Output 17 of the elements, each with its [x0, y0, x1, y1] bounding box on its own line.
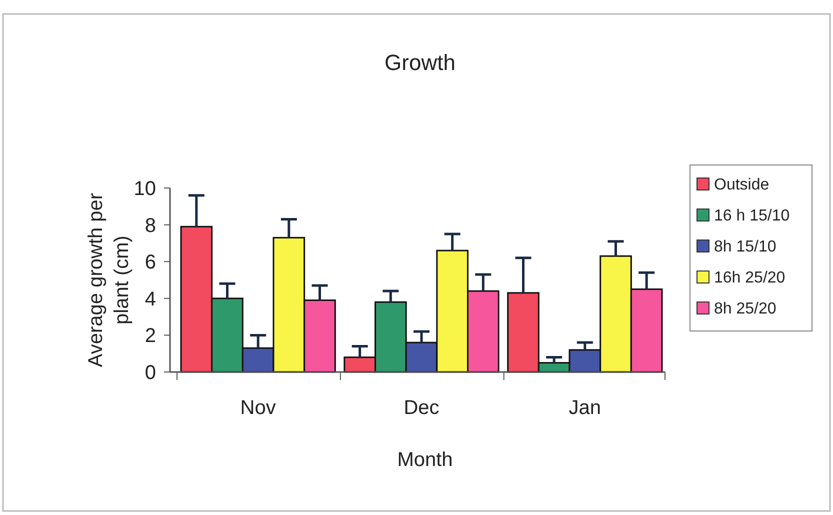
y-tick-label: 10 [134, 178, 156, 200]
x-tick-label: Dec [404, 397, 440, 419]
chart-title: Growth [384, 50, 456, 75]
legend-label: 8h 15/10 [714, 238, 776, 256]
x-axis-title: Month [397, 449, 453, 471]
y-tick-label: 4 [144, 288, 156, 310]
y-tick-label: 8 [144, 214, 156, 237]
y-tick-label: 0 [144, 362, 156, 384]
x-tick-label: Nov [240, 397, 276, 419]
legend-label: 8h 25/20 [714, 300, 776, 318]
x-tick-label: Jan [568, 397, 602, 419]
y-tick-label: 6 [144, 252, 156, 274]
legend-label: Outside [714, 176, 770, 194]
y-axis-title: Average growth per plant (cm) [85, 192, 133, 368]
legend-label: 16h 25/20 [714, 270, 786, 287]
legend-label: 16 h 15/10 [714, 208, 790, 225]
y-tick-label: 2 [144, 325, 156, 348]
